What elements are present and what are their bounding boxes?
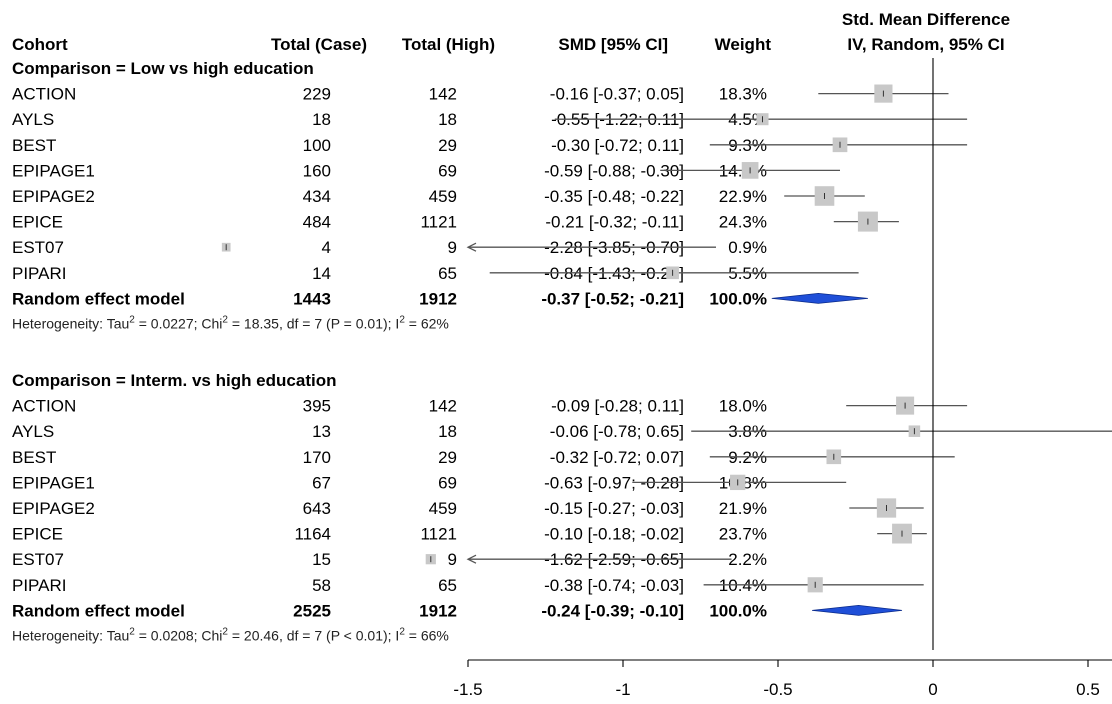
header-smd: SMD [95% CI]: [558, 35, 668, 54]
summary-smd-ci: -0.37 [-0.52; -0.21]: [541, 289, 684, 308]
study-smd-ci: -0.21 [-0.32; -0.11]: [545, 213, 684, 232]
study-total-case: 67: [312, 473, 331, 492]
study-total-case: 170: [303, 448, 331, 467]
study-total-high: 18: [438, 422, 457, 441]
study-total-case: 229: [303, 85, 331, 104]
study-total-high: 1121: [420, 525, 457, 544]
study-total-high: 18: [438, 110, 457, 129]
summary-diamond: [812, 604, 903, 616]
summary-label: Random effect model: [12, 289, 185, 308]
study-cohort-label: EPICE: [12, 213, 63, 232]
study-total-case: 13: [312, 422, 331, 441]
study-total-case: 160: [303, 161, 331, 180]
study-total-high: 9: [448, 550, 457, 569]
study-cohort-label: AYLS: [12, 422, 54, 441]
header-cohort: Cohort: [12, 35, 68, 54]
study-cohort-label: EPIPAGE2: [12, 187, 95, 206]
summary-total-case: 1443: [293, 289, 331, 308]
study-total-high: 9: [448, 238, 457, 257]
summary-total-case: 2525: [293, 601, 331, 620]
x-axis-tick-label: 0.5: [1076, 680, 1100, 699]
study-total-high: 1121: [420, 213, 457, 232]
summary-weight: 100.0%: [709, 601, 767, 620]
x-axis-tick-label: -1.5: [453, 680, 482, 699]
header-total-case: Total (Case): [271, 35, 367, 54]
plot-title-line2: IV, Random, 95% CI: [847, 35, 1004, 54]
study-total-case: 643: [303, 499, 331, 518]
study-total-high: 69: [438, 473, 457, 492]
x-axis-tick-label: 0: [928, 680, 937, 699]
study-cohort-label: EPICE: [12, 525, 63, 544]
group-title: Comparison = Interm. vs high education: [12, 371, 336, 390]
study-weight: 23.7%: [719, 525, 767, 544]
study-total-high: 29: [438, 448, 457, 467]
study-total-high: 29: [438, 136, 457, 155]
study-total-case: 15: [312, 550, 331, 569]
plot-title-line1: Std. Mean Difference: [842, 10, 1010, 29]
study-weight: 22.9%: [719, 187, 767, 206]
study-total-high: 142: [429, 85, 457, 104]
study-total-case: 484: [303, 213, 331, 232]
study-cohort-label: BEST: [12, 136, 56, 155]
study-weight: 0.9%: [728, 238, 767, 257]
study-total-case: 395: [303, 397, 331, 416]
study-cohort-label: EPIPAGE2: [12, 499, 95, 518]
heterogeneity-stats: Heterogeneity: Tau2 = 0.0227; Chi2 = 18.…: [12, 314, 449, 331]
study-smd-ci: -0.09 [-0.28; 0.11]: [551, 397, 684, 416]
x-axis-tick-label: -0.5: [763, 680, 792, 699]
summary-label: Random effect model: [12, 601, 185, 620]
study-cohort-label: PIPARI: [12, 264, 66, 283]
study-cohort-label: PIPARI: [12, 576, 66, 595]
study-total-high: 459: [429, 187, 457, 206]
group-title: Comparison = Low vs high education: [12, 59, 314, 78]
study-smd-ci: -0.06 [-0.78; 0.65]: [550, 422, 684, 441]
study-weight: 21.9%: [719, 499, 767, 518]
x-axis-tick-label: -1: [615, 680, 630, 699]
study-total-high: 142: [429, 397, 457, 416]
study-weight: 24.3%: [719, 213, 767, 232]
study-smd-ci: -0.15 [-0.27; -0.03]: [544, 499, 684, 518]
study-total-case: 4: [322, 238, 331, 257]
summary-weight: 100.0%: [709, 289, 767, 308]
study-smd-ci: -0.10 [-0.18; -0.02]: [544, 525, 684, 544]
study-total-high: 69: [438, 161, 457, 180]
study-total-case: 58: [312, 576, 331, 595]
study-smd-ci: -0.16 [-0.37; 0.05]: [550, 85, 684, 104]
study-cohort-label: AYLS: [12, 110, 54, 129]
header-total-high: Total (High): [402, 35, 495, 54]
study-smd-ci: -0.35 [-0.48; -0.22]: [544, 187, 684, 206]
study-ci-arrow: [466, 554, 477, 564]
header-weight: Weight: [715, 35, 772, 54]
study-total-case: 18: [312, 110, 331, 129]
study-total-high: 65: [438, 576, 457, 595]
study-smd-ci: -0.59 [-0.88; -0.30]: [544, 161, 684, 180]
summary-total-high: 1912: [419, 601, 457, 620]
study-total-case: 434: [303, 187, 331, 206]
study-smd-ci: -0.30 [-0.72; 0.11]: [551, 136, 684, 155]
study-cohort-label: EST07: [12, 550, 64, 569]
study-total-high: 65: [438, 264, 457, 283]
study-cohort-label: ACTION: [12, 85, 76, 104]
study-total-high: 459: [429, 499, 457, 518]
summary-smd-ci: -0.24 [-0.39; -0.10]: [541, 601, 684, 620]
study-cohort-label: BEST: [12, 448, 56, 467]
study-smd-ci: -0.32 [-0.72; 0.07]: [550, 448, 684, 467]
summary-total-high: 1912: [419, 289, 457, 308]
study-weight: 2.2%: [728, 550, 767, 569]
summary-diamond: [771, 292, 868, 304]
study-cohort-label: ACTION: [12, 397, 76, 416]
heterogeneity-stats: Heterogeneity: Tau2 = 0.0208; Chi2 = 20.…: [12, 626, 449, 643]
study-weight: 18.0%: [719, 397, 767, 416]
study-total-case: 1164: [294, 525, 331, 544]
study-ci-arrow: [466, 242, 477, 252]
study-total-case: 14: [312, 264, 331, 283]
study-smd-ci: -0.63 [-0.97; -0.28]: [544, 473, 684, 492]
study-smd-ci: -0.38 [-0.74; -0.03]: [544, 576, 684, 595]
study-cohort-label: EPIPAGE1: [12, 473, 95, 492]
study-cohort-label: EPIPAGE1: [12, 161, 95, 180]
study-weight: 18.3%: [719, 85, 767, 104]
study-cohort-label: EST07: [12, 238, 64, 257]
study-total-case: 100: [303, 136, 331, 155]
